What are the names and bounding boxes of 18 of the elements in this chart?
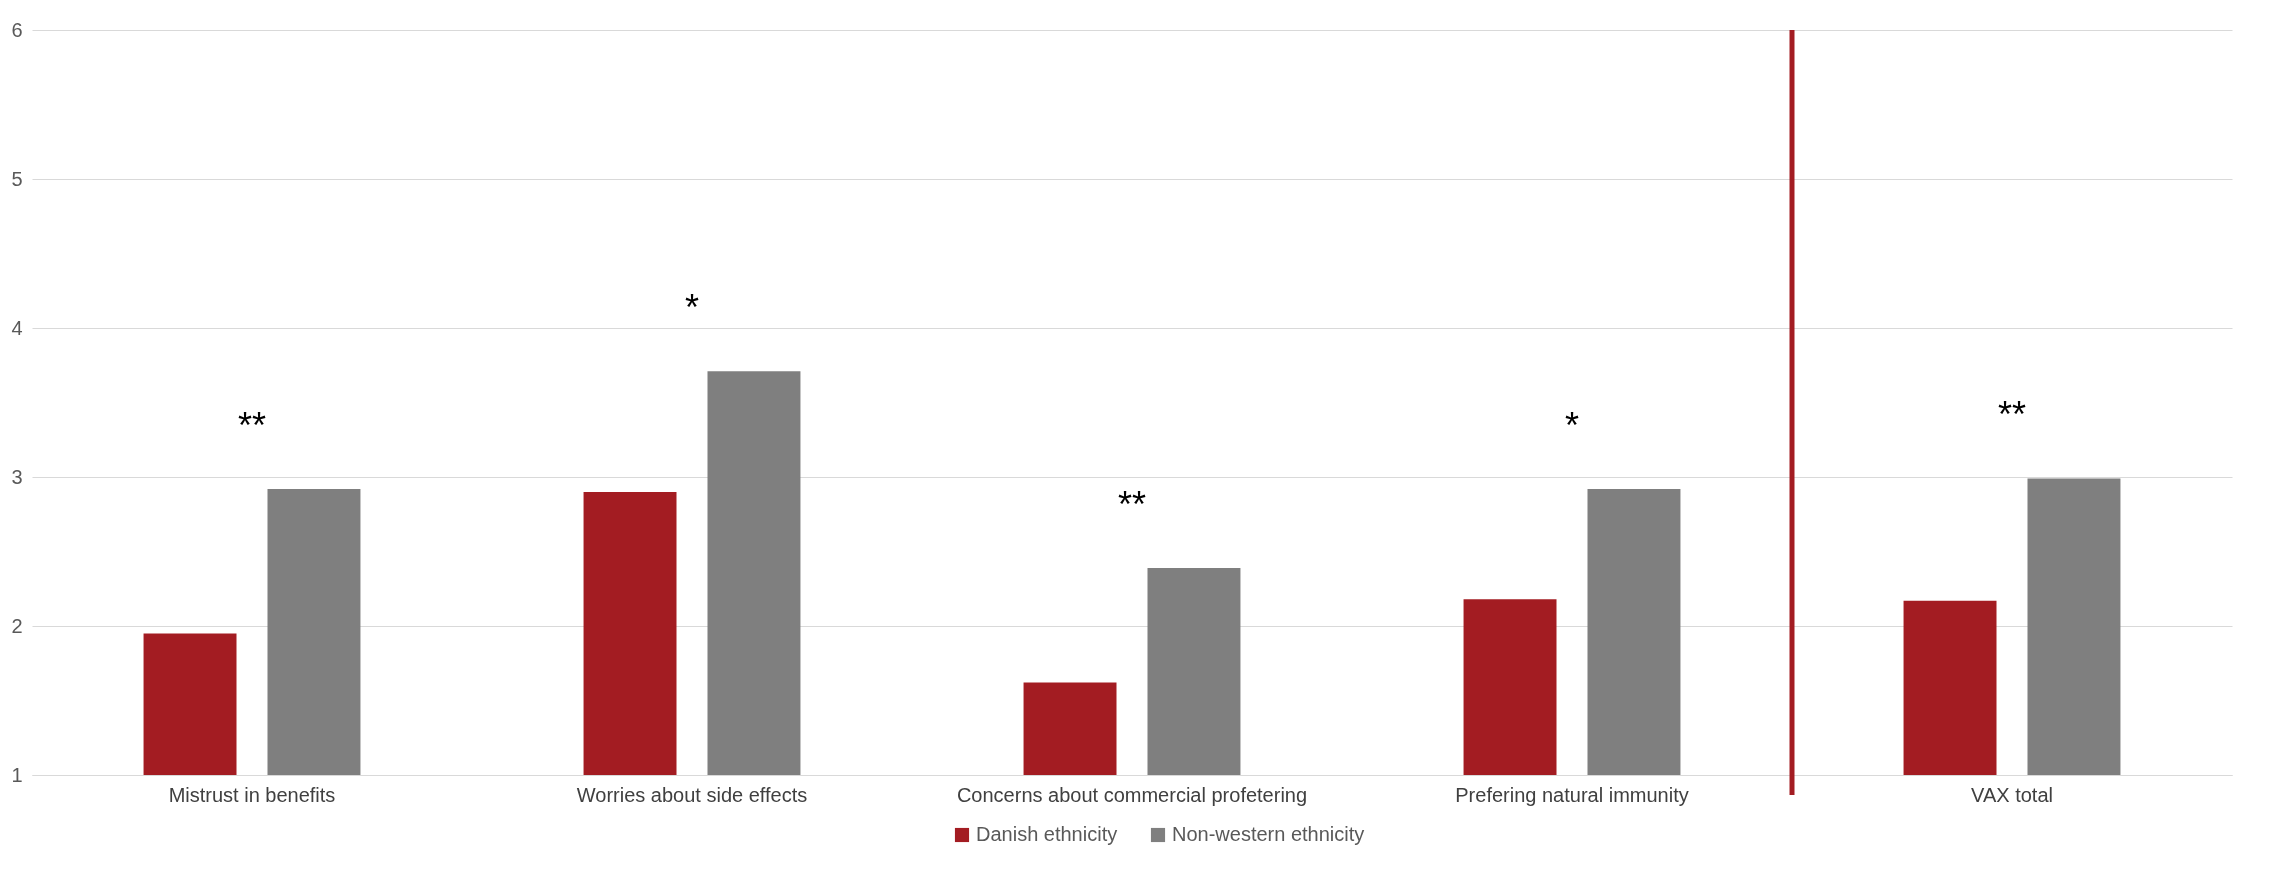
y-tick-label: 6 bbox=[11, 18, 23, 41]
annotation: ** bbox=[1117, 483, 1147, 525]
y-tick-label: 3 bbox=[11, 465, 23, 488]
x-tick-label: Concerns about commercial profetering bbox=[956, 783, 1308, 806]
legend-label: Danish ethnicity bbox=[976, 823, 1118, 845]
x-tick-label: VAX total bbox=[1971, 783, 2053, 806]
annotation: ** bbox=[1997, 394, 2027, 436]
y-tick-label: 5 bbox=[11, 167, 23, 190]
x-tick-label: Mistrust in benefits bbox=[168, 783, 336, 806]
legend-label: Non-western ethnicity bbox=[1172, 823, 1365, 845]
x-tick-label: Worries about side effects bbox=[576, 783, 808, 806]
y-tick-label: 1 bbox=[11, 763, 23, 786]
y-tick-label: 2 bbox=[11, 614, 23, 637]
annotation: * bbox=[684, 287, 700, 329]
x-tick-label: Prefering natural immunity bbox=[1455, 783, 1689, 806]
y-tick-label: 4 bbox=[11, 316, 23, 339]
annotation: * bbox=[1564, 404, 1580, 446]
annotation: ** bbox=[237, 404, 267, 446]
